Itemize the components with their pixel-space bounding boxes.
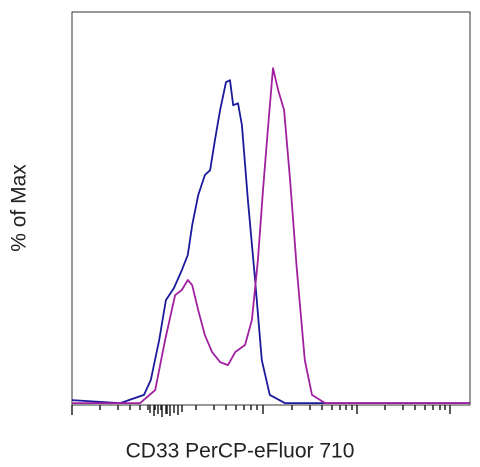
y-axis-label: % of Max bbox=[8, 164, 31, 252]
x-axis-ticks bbox=[71, 405, 451, 417]
histogram-line bbox=[72, 67, 470, 404]
histogram-line bbox=[71, 79, 470, 404]
x-axis-label: CD33 PerCP-eFluor 710 bbox=[126, 440, 355, 463]
plot-frame bbox=[71, 11, 471, 406]
